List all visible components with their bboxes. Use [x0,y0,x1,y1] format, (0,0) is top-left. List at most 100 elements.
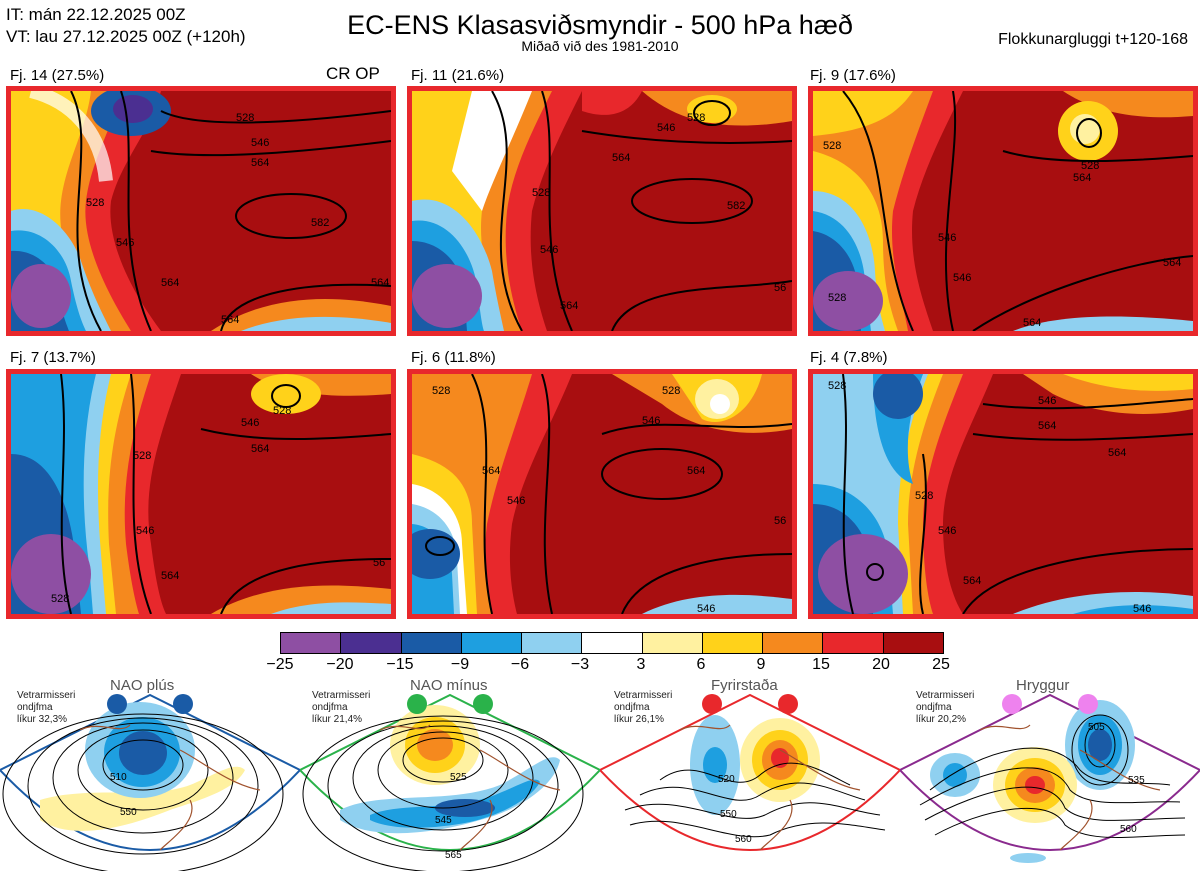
regime-dot [107,694,127,714]
initial-time: IT: mán 22.12.2025 00Z [6,5,186,24]
contour-label: 546 [1133,603,1151,614]
colorbar-tick: −15 [386,656,414,673]
colorbar-swatch [641,633,702,653]
contour-label: 564 [221,314,239,326]
regime-dot [702,694,722,714]
contour-label: 564 [371,277,389,289]
regime-title-3: Fyrirstaða [711,677,778,694]
regime-contour-label: 560 [735,834,752,845]
cluster-map-6: 528 546 564 528 546 564 546 564 [808,369,1198,619]
contour-label: 564 [161,277,179,289]
contour-label: 546 [697,603,715,614]
regime-contour-label: 510 [110,772,127,783]
contour-label: 564 [251,443,269,455]
colorbar-tick: −9 [450,656,470,673]
contour-label: 528 [532,187,550,199]
regime-contour-label: 505 [1088,722,1105,733]
colorbar-swatch [701,633,763,653]
colorbar-swatch [521,633,582,653]
regime-contour-label: 545 [435,815,452,826]
colorbar-swatch [762,633,823,653]
regime-map-1: 510 550 [0,693,300,871]
colorbar-tick: 3 [636,656,646,673]
contour-label: 546 [938,525,956,537]
contour-label: 56 [373,557,385,569]
contour-label: 564 [1163,257,1181,269]
regime-dot [1002,694,1022,714]
panel-label-4: Fj. 7 (13.7%) [10,349,96,366]
regime-map-3: 520 550 560 [600,693,900,851]
regime-contour-label: 565 [445,850,462,861]
colorbar-tick: −3 [570,656,590,673]
valid-time: VT: lau 27.12.2025 00Z (+120h) [6,27,246,46]
colorbar-tick: −25 [266,656,294,673]
contour-label: 546 [953,272,971,284]
regime-note-4: Vetrarmisseri ondjfma líkur 20,2% [916,690,975,725]
regime-dot [407,694,427,714]
contour-label: 564 [482,465,500,477]
contour-label: 564 [1038,420,1056,432]
contour-label: 528 [133,450,151,462]
colorbar-tick: −20 [326,656,354,673]
regime-note-1: Vetrarmisseri ondjfma líkur 32,3% [17,690,76,725]
colorbar-tick: 25 [932,656,950,673]
panel-label-1: Fj. 14 (27.5%) [10,67,105,84]
contour-label: 546 [251,137,269,149]
contour-label: 546 [507,495,525,507]
cluster-map-3: 528 546 564 528 546 564 528 564 [808,86,1198,336]
page-title: EC-ENS Klasasviðsmyndir - 500 hPa hæð [347,10,853,40]
contour-label: 528 [432,385,450,397]
regime-map-4: 505 535 560 [900,693,1200,863]
colorbar-swatch [281,633,341,653]
colorbar-tick: 15 [812,656,830,673]
contour-label: 528 [915,490,933,502]
panel-label-6: Fj. 4 (7.8%) [810,349,888,366]
contour-label: 546 [1038,395,1056,407]
contour-label: 528 [51,593,69,605]
regime-contour-label: 525 [450,772,467,783]
contour-label: 564 [1108,447,1126,459]
contour-label: 546 [116,237,134,249]
contour-label: 528 [236,112,254,124]
colorbar-swatch [460,633,522,653]
regime-note-3: Vetrarmisseri ondjfma líkur 26,1% [614,690,673,725]
contour-label: 528 [687,112,705,124]
contour-label: 528 [823,140,841,152]
clustering-window: Flokkunargluggi t+120-168 [998,31,1188,48]
contour-label: 546 [136,525,154,537]
contour-label: 582 [727,200,745,212]
contour-label: 546 [657,122,675,134]
contour-label: 564 [687,465,705,477]
cluster-map-2: 528 546 564 582 528 546 564 56 [407,86,797,336]
regime-dot [173,694,193,714]
contour-label: 564 [612,152,630,164]
cluster-map-4: 528 546 564 528 546 564 528 56 [6,369,396,619]
colorbar-tick: 20 [872,656,890,673]
contour-label: 528 [662,385,680,397]
regime-dot [1078,694,1098,714]
contour-label: 564 [251,157,269,169]
colorbar-tick: −6 [510,656,530,673]
colorbar-swatch [822,633,883,653]
colorbar-swatch [340,633,401,653]
contour-label: 546 [938,232,956,244]
contour-label: 582 [311,217,329,229]
regime-title-4: Hryggur [1016,677,1070,694]
contour-label: 528 [273,405,291,417]
contour-label: 546 [540,244,558,256]
panel-label-3: Fj. 9 (17.6%) [810,67,896,84]
regime-note-2: Vetrarmisseri ondjfma líkur 21,4% [312,690,371,725]
contour-label: 546 [642,415,660,427]
colorbar [280,632,944,654]
contour-label: 564 [1073,172,1091,184]
contour-label: 564 [161,570,179,582]
regime-dot [778,694,798,714]
cluster-map-5: 528 546 564 546 564 546 528 56 [407,369,797,619]
regime-contour-label: 535 [1128,775,1145,786]
regime-contour-label: 520 [718,774,735,785]
regime-title-1: NAO plús [110,677,175,694]
contour-label: 528 [1081,160,1099,172]
page-subtitle: Miðað við des 1981-2010 [521,38,679,54]
contour-label: 564 [560,300,578,312]
contour-label: 528 [828,380,846,392]
